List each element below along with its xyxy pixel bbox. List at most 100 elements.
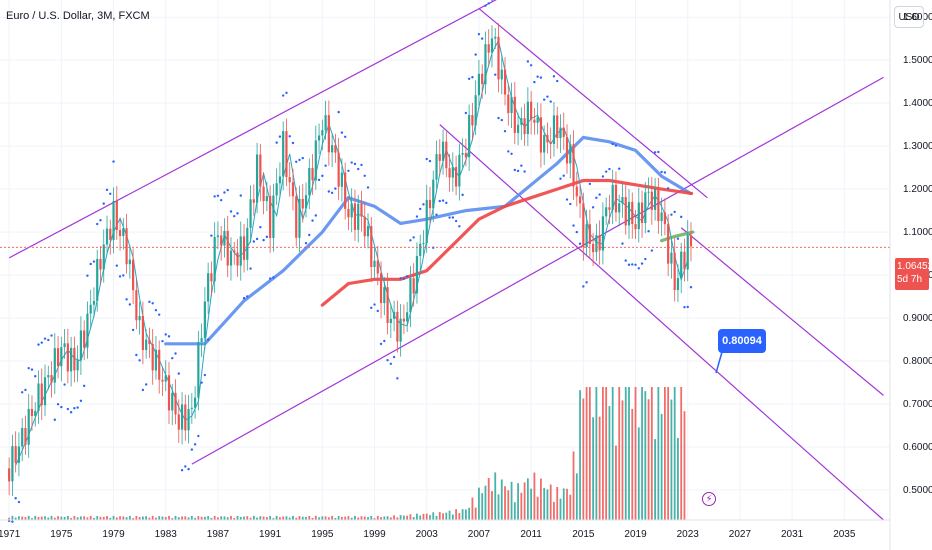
volume-bar [292, 515, 294, 520]
candle-body [536, 117, 539, 123]
sar-dot [471, 76, 474, 79]
volume-bar [663, 387, 666, 520]
candle-body [314, 140, 317, 181]
candle-body [233, 250, 236, 253]
sar-dot [69, 411, 73, 414]
sar-dot [640, 262, 644, 265]
sar-dot [507, 150, 510, 153]
sar-dot [265, 235, 269, 239]
lightning-icon[interactable]: ⚡ [702, 492, 716, 506]
volume-bar [494, 472, 497, 520]
candle-body [115, 201, 118, 231]
volume-bar [230, 515, 232, 520]
volume-bar [308, 516, 311, 520]
candle-body [321, 130, 324, 136]
volume-bar [513, 502, 516, 520]
volume-bar [217, 517, 219, 520]
sar-dot [363, 174, 366, 177]
chart-title: Euro / U.S. Dollar, 3M, FXCM [6, 10, 150, 22]
sar-dot [386, 358, 389, 362]
volume-bar [540, 478, 542, 520]
sar-dot [252, 240, 256, 243]
volume-bar [399, 515, 402, 520]
candle-body [556, 115, 559, 139]
candle-body [647, 191, 650, 193]
sar-dot [676, 237, 680, 240]
volume-bar [177, 517, 180, 520]
sar-dot [644, 257, 647, 261]
volume-bar [106, 516, 108, 520]
volume-bar [402, 515, 405, 520]
sar-dot [680, 215, 683, 219]
volume-bar [73, 515, 76, 520]
sar-dot [454, 219, 458, 223]
candle-body [347, 208, 350, 218]
volume-bar [145, 516, 148, 520]
volume-bar [295, 517, 298, 520]
candle-body [145, 339, 148, 351]
volume-bar [556, 486, 559, 520]
volume-bar [644, 391, 647, 520]
volume-bar [530, 488, 533, 520]
y-tick-label: 1.50000 [903, 55, 932, 66]
trend-channels[interactable] [8, 0, 884, 521]
candle-body [533, 119, 536, 123]
sar-dot [92, 260, 96, 263]
candle-body [396, 311, 399, 342]
candle-body [510, 96, 513, 114]
volume-bar [190, 515, 193, 520]
volume-bar [31, 518, 33, 520]
sar-dot [458, 225, 461, 228]
volume-bar [249, 517, 252, 520]
candle-body [676, 278, 680, 291]
volume-bar [141, 516, 144, 520]
sar-dot [314, 214, 318, 217]
candle-body [601, 216, 605, 251]
sar-dot [308, 233, 311, 237]
volume-bar [588, 387, 591, 520]
candle-body [37, 383, 40, 411]
sar-dot [50, 334, 53, 337]
volume-bar [314, 515, 317, 520]
candle-body [262, 186, 265, 202]
volume-bar [171, 518, 174, 520]
sar-dot [516, 169, 520, 173]
sar-dot [125, 298, 128, 301]
sar-dot [246, 295, 249, 298]
sar-dot [582, 285, 585, 288]
candle-body [203, 301, 206, 339]
candle-body [376, 260, 379, 274]
sar-dot [366, 186, 370, 189]
candle-body [337, 152, 340, 187]
volume-bars [8, 387, 686, 520]
volume-bar [272, 518, 275, 520]
price-callout[interactable]: 0.80094 [718, 329, 766, 353]
volume-bar [595, 387, 598, 520]
candle-body [334, 145, 337, 153]
sar-dot [686, 305, 689, 309]
sar-dot [347, 169, 350, 172]
volume-bar [279, 517, 281, 520]
time-axis[interactable]: 1971 1975 1979 1983 1987 1991 1995 1999 2003 2007… [0, 529, 856, 540]
volume-bar [615, 445, 617, 520]
volume-bar [373, 518, 376, 520]
candle-body [458, 154, 461, 187]
candle-body [605, 207, 608, 217]
currency-button[interactable]: USD [894, 6, 924, 28]
x-tick-label: 2019 [624, 529, 647, 540]
volume-bar [507, 490, 510, 520]
candle-body [200, 338, 203, 342]
volume-bar [432, 512, 435, 520]
volume-bar [357, 517, 360, 520]
x-tick-label: 2007 [468, 529, 491, 540]
candle-body [353, 203, 357, 230]
sar-dot [614, 144, 618, 147]
volume-bar [288, 517, 291, 520]
sar-dot [109, 192, 112, 195]
candle-body [317, 135, 321, 141]
sar-dot [66, 407, 70, 411]
sar-dot [233, 214, 236, 218]
sar-dot [288, 135, 291, 138]
